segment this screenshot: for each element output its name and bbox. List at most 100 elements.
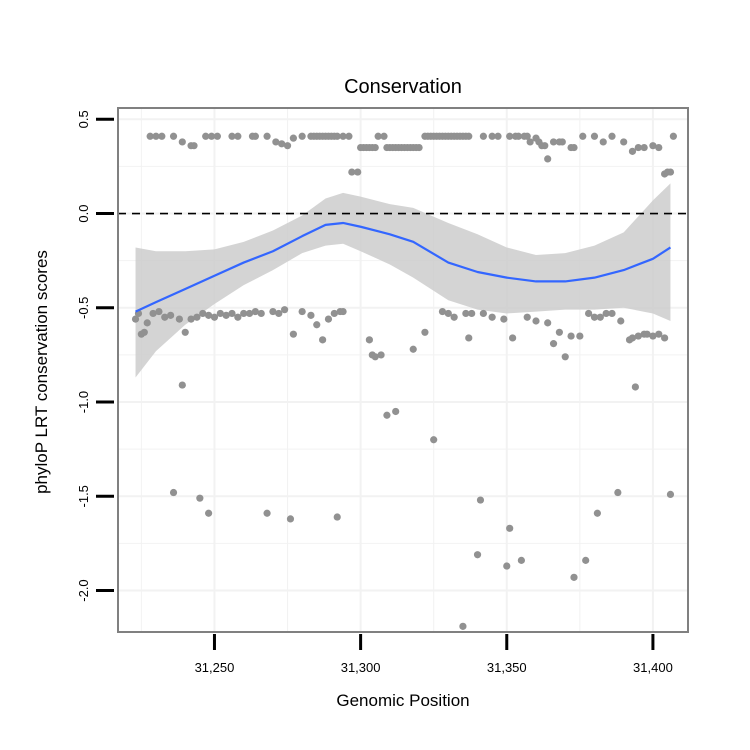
y-tick-label: -1.0	[76, 391, 91, 413]
data-point	[570, 143, 578, 152]
data-point	[666, 490, 675, 499]
data-point	[131, 315, 140, 323]
data-point	[549, 138, 558, 146]
data-point	[392, 407, 400, 416]
data-point	[281, 306, 289, 314]
data-point	[634, 143, 642, 152]
data-point	[377, 351, 385, 359]
data-point	[140, 328, 148, 336]
data-point	[415, 143, 423, 152]
data-point	[590, 313, 599, 321]
data-point	[526, 138, 534, 146]
data-point	[210, 313, 219, 321]
data-point	[143, 319, 151, 327]
data-point	[585, 309, 593, 318]
data-point	[509, 334, 517, 342]
data-point	[649, 332, 657, 340]
data-point	[298, 132, 306, 140]
data-point	[506, 132, 514, 140]
data-point	[450, 313, 458, 321]
data-point	[555, 328, 563, 336]
y-tick-label: 0.5	[76, 110, 91, 128]
data-point	[567, 332, 575, 340]
data-point	[339, 132, 347, 140]
data-point	[190, 142, 198, 150]
data-point	[544, 155, 552, 163]
y-axis: 0.5 0.0 -0.5 -1.0 -1.5 -2.0	[76, 110, 114, 602]
data-point	[541, 142, 549, 150]
data-point	[582, 556, 590, 564]
data-point	[272, 138, 280, 146]
data-point	[319, 336, 327, 344]
data-point	[245, 309, 254, 318]
data-point	[631, 383, 639, 391]
data-point	[158, 132, 166, 140]
data-point	[523, 132, 531, 140]
data-point	[500, 315, 508, 323]
data-point	[365, 336, 373, 344]
data-point	[514, 132, 523, 140]
data-point	[459, 622, 467, 630]
data-point	[251, 132, 259, 140]
data-point	[155, 307, 163, 316]
data-point	[286, 515, 295, 523]
data-point	[207, 132, 216, 140]
data-point	[488, 313, 496, 321]
data-point	[354, 168, 362, 176]
data-point	[430, 436, 438, 444]
data-point	[383, 411, 391, 419]
data-point	[444, 309, 452, 318]
data-point	[222, 311, 230, 319]
data-point	[614, 488, 622, 497]
data-point	[333, 132, 341, 140]
data-point	[462, 309, 470, 318]
data-point	[371, 143, 379, 152]
data-point	[506, 524, 514, 532]
data-point	[348, 168, 356, 176]
data-point	[628, 334, 637, 342]
data-point	[240, 309, 248, 318]
data-point	[488, 132, 496, 140]
confidence-ribbon-layer	[135, 183, 671, 378]
data-point	[523, 313, 531, 321]
data-point	[283, 142, 292, 150]
data-point	[167, 311, 175, 319]
data-point	[193, 313, 201, 321]
confidence-ribbon	[135, 183, 671, 378]
x-tick-label: 31,400	[633, 660, 673, 675]
data-point	[339, 307, 347, 316]
data-point	[251, 307, 259, 316]
data-point	[205, 311, 213, 319]
data-point	[634, 332, 642, 340]
data-point	[187, 315, 195, 323]
data-point	[202, 132, 210, 140]
data-point	[371, 353, 379, 361]
data-point	[380, 132, 388, 140]
data-point	[517, 556, 525, 564]
data-point	[479, 132, 487, 140]
data-point	[576, 332, 584, 340]
data-point	[602, 309, 610, 318]
data-point	[628, 147, 637, 155]
data-point	[169, 132, 178, 140]
data-point	[169, 488, 178, 497]
data-points	[131, 132, 677, 630]
x-axis-label: Genomic Position	[336, 691, 469, 710]
data-point	[468, 309, 476, 318]
data-point	[263, 132, 271, 140]
x-tick-label: 31,300	[341, 660, 381, 675]
data-point	[494, 132, 502, 140]
data-point	[181, 328, 189, 336]
data-point	[307, 311, 315, 319]
data-point	[228, 309, 236, 318]
data-point	[345, 132, 353, 140]
y-tick-label: -2.0	[76, 579, 91, 601]
data-point	[532, 317, 540, 325]
data-point	[374, 132, 382, 140]
data-point	[640, 143, 648, 152]
data-point	[178, 138, 186, 146]
data-point	[278, 140, 286, 148]
data-point	[216, 309, 224, 318]
data-point	[666, 168, 675, 176]
data-point	[175, 315, 183, 323]
